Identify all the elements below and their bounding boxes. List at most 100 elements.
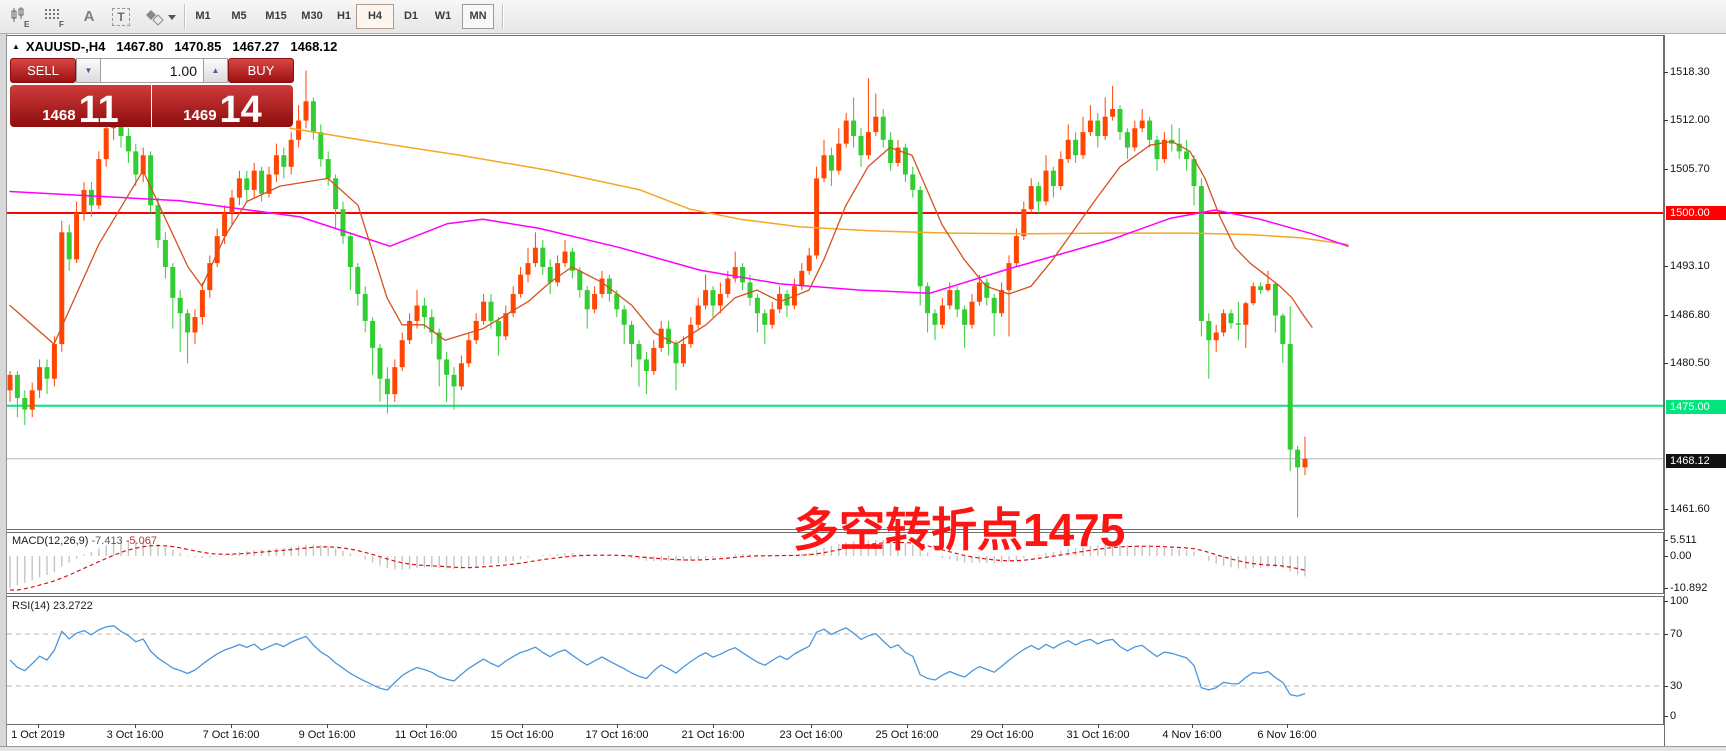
date-tick [522,724,523,728]
price-axis-tick [1664,363,1668,364]
collapse-arrow-icon[interactable]: ▲ [12,41,20,51]
price-axis-label: 70 [1670,628,1683,640]
grid-icon[interactable]: F [40,3,70,30]
buy-price-box[interactable]: 1469 14 [152,85,293,131]
price-badge: 1500.00 [1666,206,1726,220]
shapes-icon[interactable] [140,3,178,30]
quote-header[interactable]: ▲ XAUUSD-,H4 1467.80 1470.85 1467.27 146… [12,38,348,54]
candlestick-chart [7,70,1663,518]
date-tick [231,724,232,728]
quote-high: 1470.85 [174,38,222,54]
date-tick [1287,724,1288,728]
date-tick [135,724,136,728]
svg-text:E: E [24,20,30,28]
rsi-chart [7,625,1663,697]
price-axis-tick [1664,601,1668,602]
text-label-icon[interactable]: A [83,8,95,25]
buy-price-main: 1469 [183,107,217,124]
text-box-icon[interactable]: T [106,3,136,30]
sell-button[interactable]: SELL [10,58,76,83]
buy-button[interactable]: BUY [228,58,294,83]
date-tick [907,724,908,728]
one-click-trading-panel: SELL ▼ ▲ BUY 1468 11 1469 14 [10,58,294,131]
volume-decrease-button[interactable]: ▼ [76,58,101,83]
price-axis-divider [1664,35,1665,746]
buy-price-pips: 14 [219,88,262,131]
timeframe-m15[interactable]: M15 [265,10,287,22]
price-axis-label: 1461.60 [1670,503,1710,515]
price-axis-label: 1518.30 [1670,66,1710,78]
date-label: 29 Oct 16:00 [970,729,1034,741]
date-tick [1192,724,1193,728]
timeframe-m5[interactable]: M5 [231,10,247,22]
sell-price-main: 1468 [42,107,76,124]
price-axis-label: 1486.80 [1670,309,1710,321]
timeframe-d1[interactable]: D1 [403,10,419,22]
pattern-icon[interactable]: E [6,3,36,30]
timeframe-h1[interactable]: H1 [336,10,352,22]
price-axis-tick [1664,716,1668,717]
window-left-edge [0,33,7,750]
date-label: 4 Nov 16:00 [1162,729,1222,741]
date-tick [327,724,328,728]
date-label: 15 Oct 16:00 [490,729,554,741]
date-label: 11 Oct 16:00 [394,729,458,741]
timeframe-h4[interactable]: H4 [356,4,394,29]
date-label: 21 Oct 16:00 [681,729,745,741]
svg-text:F: F [59,20,64,28]
date-tick [1002,724,1003,728]
price-axis-label: 1505.70 [1670,163,1710,175]
date-tick [713,724,714,728]
date-tick [426,724,427,728]
sell-price-box[interactable]: 1468 11 [10,85,151,131]
symbol-title: XAUUSD-,H4 [25,38,106,54]
timeframe-w1[interactable]: W1 [434,10,452,22]
date-axis [6,726,1664,746]
quote-close: 1468.12 [290,38,338,54]
price-axis-tick [1664,634,1668,635]
quote-low: 1467.27 [232,38,280,54]
toolbar-separator [502,4,503,29]
volume-increase-button[interactable]: ▲ [203,58,228,83]
price-axis-label: 30 [1670,680,1683,692]
price-axis-tick [1664,315,1668,316]
price-badge: 1468.12 [1666,454,1726,468]
timeframe-m1[interactable]: M1 [195,10,211,22]
volume-stepper: ▼ ▲ [76,58,228,83]
rsi-panel[interactable] [6,596,1664,725]
price-axis-tick [1664,556,1668,557]
price-axis-tick [1664,686,1668,687]
price-axis-tick [1664,540,1668,541]
price-axis-tick [1664,588,1668,589]
price-axis-label: 100 [1670,595,1689,607]
date-label: 3 Oct 16:00 [106,729,164,741]
price-axis-label: 0.00 [1670,550,1692,562]
macd-panel[interactable] [6,532,1664,594]
rsi-value: 23.2722 [52,600,93,612]
date-tick [617,724,618,728]
volume-input[interactable] [101,58,203,83]
macd-label: MACD(12,26,9) -7.413 -5.067 [12,535,157,547]
price-badge: 1475.00 [1666,400,1726,414]
price-axis-tick [1664,509,1668,510]
price-axis-tick [1664,72,1668,73]
timeframe-mn[interactable]: MN [462,4,494,29]
date-tick [1098,724,1099,728]
rsi-label: RSI(14) 23.2722 [12,600,93,612]
price-axis-tick [1664,120,1668,121]
macd-signal-value: -5.067 [125,535,157,547]
quote-open: 1467.80 [116,38,164,54]
price-axis-label: 5.511 [1670,534,1697,546]
date-tick [811,724,812,728]
date-label: 31 Oct 16:00 [1066,729,1130,741]
date-label: 7 Oct 16:00 [202,729,260,741]
date-label: 17 Oct 16:00 [585,729,649,741]
price-axis-label: 1480.50 [1670,357,1710,369]
timeframe-m30[interactable]: M30 [301,10,323,22]
date-label: 1 Oct 2019 [11,729,65,741]
chart-annotation: 多空转折点1475 [793,504,1126,556]
date-label: 9 Oct 16:00 [298,729,356,741]
sell-price-pips: 11 [78,88,119,131]
date-label: 25 Oct 16:00 [875,729,939,741]
toolbar-separator [184,4,185,29]
